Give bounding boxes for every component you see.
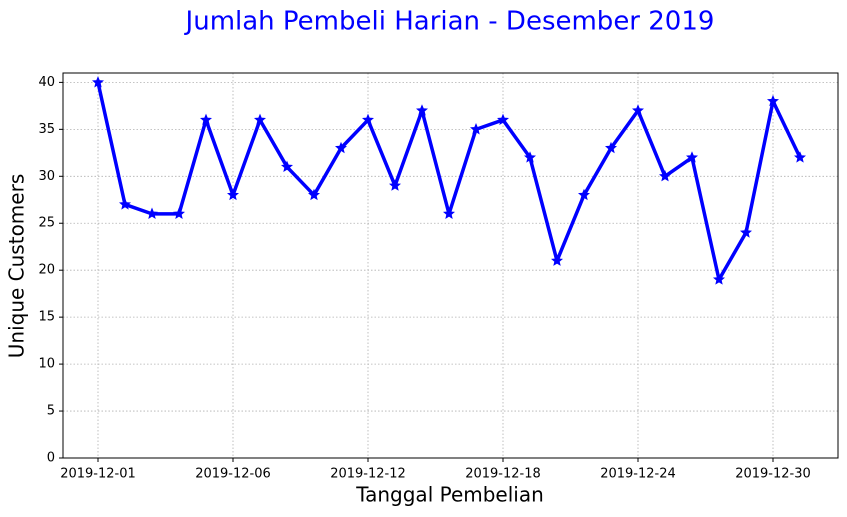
data-point (362, 113, 374, 126)
x-tick-label: 2019-12-30 (735, 467, 811, 482)
y-tick-label: 15 (38, 310, 55, 325)
data-point (470, 123, 482, 135)
data-point (443, 207, 455, 219)
y-tick-label: 20 (38, 263, 55, 278)
y-tick-label: 40 (38, 75, 55, 90)
x-tick-label: 2019-12-24 (600, 467, 676, 482)
data-point (659, 169, 671, 182)
data-point (794, 151, 806, 163)
data-point (416, 104, 428, 116)
x-tick-label: 2019-12-01 (60, 467, 136, 482)
data-point (119, 198, 131, 210)
data-point (605, 141, 617, 154)
data-point (524, 151, 536, 163)
y-tick-label: 10 (38, 357, 55, 372)
data-point (578, 188, 590, 201)
y-tick-label: 5 (47, 404, 55, 419)
y-tick-label: 0 (47, 451, 55, 466)
data-point (497, 113, 509, 126)
data-point (308, 188, 320, 201)
data-line (96, 82, 802, 282)
data-point (254, 113, 266, 126)
data-point (146, 207, 158, 219)
data-point (281, 160, 293, 173)
x-tick-label: 2019-12-06 (195, 467, 271, 482)
data-point (767, 94, 779, 107)
data-point (632, 104, 644, 116)
x-tick-label: 2019-12-12 (330, 467, 406, 482)
x-tick-label: 2019-12-18 (465, 467, 541, 482)
data-point (740, 226, 752, 238)
data-point (712, 273, 726, 285)
y-axis-label: Unique Customers (5, 174, 29, 358)
data-point (686, 151, 698, 163)
y-tick-label: 30 (38, 169, 55, 184)
y-tick-label: 25 (38, 216, 55, 231)
x-axis-label: Tanggal Pembelian (355, 483, 544, 507)
data-point (389, 179, 401, 191)
y-tick-label: 35 (38, 122, 55, 137)
chart-title: Jumlah Pembeli Harian - Desember 2019 (184, 7, 715, 37)
data-point (227, 188, 239, 201)
data-point (335, 141, 347, 154)
plot-frame (62, 72, 839, 459)
data-point (173, 207, 185, 219)
data-point (92, 76, 104, 88)
data-point (551, 254, 563, 266)
data-point (200, 113, 212, 126)
